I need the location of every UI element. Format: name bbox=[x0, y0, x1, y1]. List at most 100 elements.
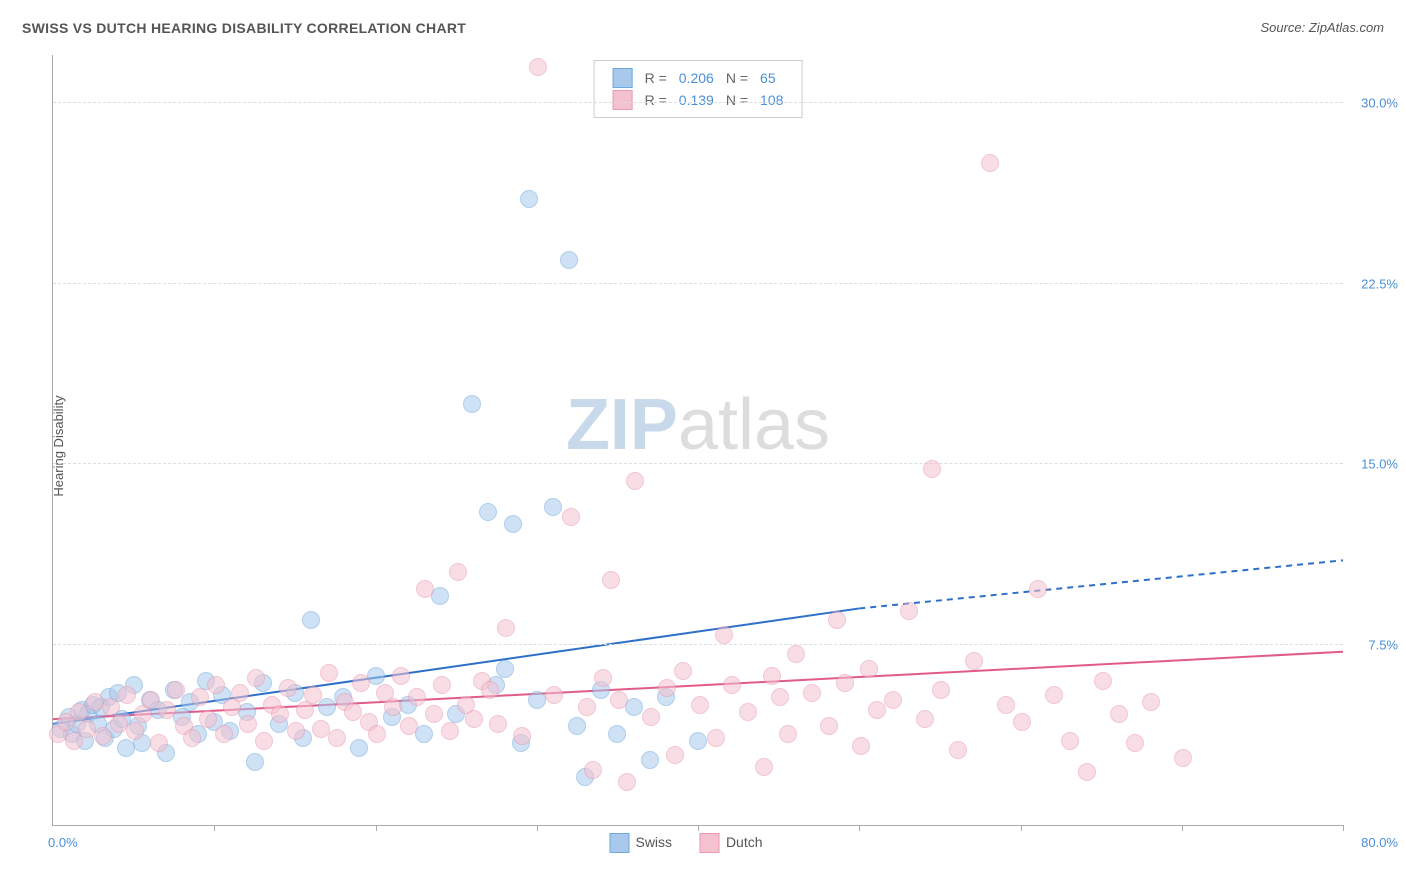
data-point bbox=[828, 611, 846, 629]
data-point bbox=[126, 722, 144, 740]
data-point bbox=[965, 652, 983, 670]
data-point bbox=[312, 720, 330, 738]
r-label: R = bbox=[639, 67, 673, 89]
swatch-swiss-icon bbox=[609, 833, 629, 853]
data-point bbox=[981, 154, 999, 172]
data-point bbox=[852, 737, 870, 755]
x-max-label: 80.0% bbox=[1361, 835, 1398, 850]
data-point bbox=[215, 725, 233, 743]
series-legend: Swiss Dutch bbox=[609, 833, 786, 853]
data-point bbox=[287, 722, 305, 740]
y-tick-label: 22.5% bbox=[1348, 276, 1398, 291]
n-value-dutch: 108 bbox=[754, 89, 789, 111]
data-point bbox=[884, 691, 902, 709]
data-point bbox=[1110, 705, 1128, 723]
data-point bbox=[1174, 749, 1192, 767]
data-point bbox=[578, 698, 596, 716]
n-label: N = bbox=[720, 89, 754, 111]
data-point bbox=[1078, 763, 1096, 781]
data-point bbox=[520, 190, 538, 208]
data-point bbox=[463, 395, 481, 413]
data-point bbox=[900, 602, 918, 620]
data-point bbox=[618, 773, 636, 791]
data-point bbox=[803, 684, 821, 702]
data-point bbox=[118, 686, 136, 704]
data-point bbox=[1029, 580, 1047, 598]
data-point bbox=[707, 729, 725, 747]
x-tick bbox=[376, 825, 377, 831]
data-point bbox=[416, 580, 434, 598]
data-point bbox=[247, 669, 265, 687]
gridline bbox=[53, 102, 1343, 103]
data-point bbox=[368, 725, 386, 743]
y-tick-label: 30.0% bbox=[1348, 96, 1398, 111]
data-point bbox=[932, 681, 950, 699]
data-point bbox=[584, 761, 602, 779]
data-point bbox=[923, 460, 941, 478]
data-point bbox=[602, 571, 620, 589]
data-point bbox=[344, 703, 362, 721]
data-point bbox=[350, 739, 368, 757]
data-point bbox=[641, 751, 659, 769]
data-point bbox=[441, 722, 459, 740]
x-origin-label: 0.0% bbox=[48, 835, 78, 850]
data-point bbox=[279, 679, 297, 697]
data-point bbox=[528, 691, 546, 709]
data-point bbox=[787, 645, 805, 663]
data-point bbox=[513, 727, 531, 745]
source-label: Source: ZipAtlas.com bbox=[1260, 20, 1384, 35]
swatch-dutch-icon bbox=[700, 833, 720, 853]
data-point bbox=[318, 698, 336, 716]
data-point bbox=[102, 698, 120, 716]
data-point bbox=[608, 725, 626, 743]
legend-row-dutch: R = 0.139 N = 108 bbox=[607, 89, 790, 111]
data-point bbox=[167, 681, 185, 699]
data-point bbox=[562, 508, 580, 526]
x-tick bbox=[1343, 825, 1344, 831]
data-point bbox=[158, 701, 176, 719]
data-point bbox=[199, 710, 217, 728]
data-point bbox=[304, 686, 322, 704]
data-point bbox=[568, 717, 586, 735]
data-point bbox=[231, 684, 249, 702]
data-point bbox=[481, 681, 499, 699]
data-point bbox=[997, 696, 1015, 714]
correlation-legend: R = 0.206 N = 65 R = 0.139 N = 108 bbox=[594, 60, 803, 118]
data-point bbox=[449, 563, 467, 581]
data-point bbox=[1061, 732, 1079, 750]
gridline bbox=[53, 463, 1343, 464]
data-point bbox=[433, 676, 451, 694]
data-point bbox=[715, 626, 733, 644]
data-point bbox=[400, 717, 418, 735]
x-tick bbox=[1021, 825, 1022, 831]
data-point bbox=[560, 251, 578, 269]
x-tick bbox=[1182, 825, 1183, 831]
data-point bbox=[504, 515, 522, 533]
r-label: R = bbox=[639, 89, 673, 111]
legend-label-dutch: Dutch bbox=[726, 834, 763, 850]
data-point bbox=[739, 703, 757, 721]
watermark-rest: atlas bbox=[678, 385, 830, 465]
data-point bbox=[479, 503, 497, 521]
data-point bbox=[352, 674, 370, 692]
x-tick bbox=[537, 825, 538, 831]
data-point bbox=[658, 679, 676, 697]
data-point bbox=[860, 660, 878, 678]
data-point bbox=[1045, 686, 1063, 704]
data-point bbox=[666, 746, 684, 764]
watermark-bold: ZIP bbox=[566, 385, 678, 465]
data-point bbox=[610, 691, 628, 709]
y-tick-label: 7.5% bbox=[1348, 637, 1398, 652]
data-point bbox=[1126, 734, 1144, 752]
y-tick-label: 15.0% bbox=[1348, 457, 1398, 472]
data-point bbox=[239, 715, 257, 733]
x-tick bbox=[214, 825, 215, 831]
swatch-dutch bbox=[613, 90, 633, 110]
data-point bbox=[328, 729, 346, 747]
x-tick bbox=[698, 825, 699, 831]
swatch-swiss bbox=[613, 68, 633, 88]
legend-label-swiss: Swiss bbox=[635, 834, 672, 850]
data-point bbox=[545, 686, 563, 704]
data-point bbox=[544, 498, 562, 516]
r-value-dutch: 0.139 bbox=[673, 89, 720, 111]
